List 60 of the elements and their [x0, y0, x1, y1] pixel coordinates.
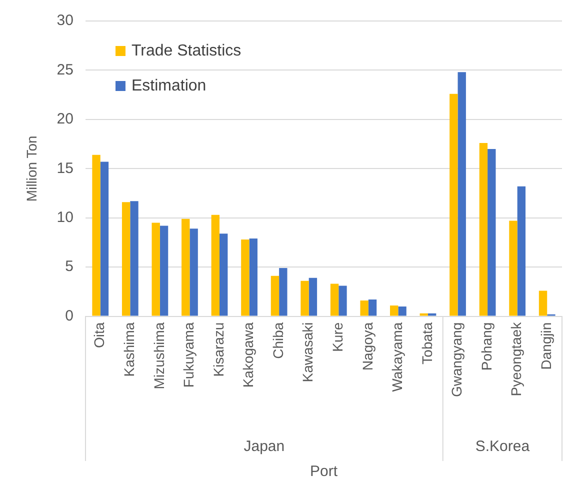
bar: [330, 284, 339, 316]
bar: [450, 94, 458, 316]
x-tick-label: Kure: [329, 322, 346, 352]
bar: [241, 240, 250, 316]
x-tick-label: Tobata: [418, 322, 435, 364]
bar: [92, 154, 100, 316]
bar: [249, 238, 258, 316]
text: Japan: [244, 438, 285, 456]
bar: [420, 313, 428, 316]
bar: [190, 228, 198, 316]
x-tick-label: Wakayama: [389, 322, 406, 392]
text: S.Korea: [475, 438, 530, 456]
y-tick-label: 20: [56, 110, 74, 128]
y-tick-label: 15: [56, 160, 74, 177]
x-tick-label: Gwangyang: [448, 322, 465, 397]
bar: [279, 268, 288, 316]
legend-label: Trade Statistics: [131, 42, 242, 60]
bar: [300, 280, 309, 316]
bar: [211, 214, 220, 316]
bar: [308, 278, 318, 316]
x-tick-label: Pohang: [478, 322, 494, 371]
x-tick-label: Oita: [91, 322, 108, 348]
bar: [398, 306, 406, 316]
x-tick-label: Kisarazu: [210, 322, 226, 377]
bar: [100, 162, 109, 316]
x-tick-label: Kakogawa: [240, 322, 256, 388]
x-tick-label: Nagoya: [359, 322, 376, 371]
bar: [509, 220, 518, 316]
bar: [428, 313, 436, 316]
bar: [538, 290, 548, 316]
x-tick-label: Mizushima: [150, 322, 167, 390]
x-tick-label: Kashima: [121, 322, 138, 377]
y-tick-label: 5: [65, 258, 74, 276]
bar: [270, 276, 280, 316]
x-tick-label: Chiba: [270, 322, 286, 359]
bar: [368, 300, 377, 316]
y-tick-label: 30: [56, 12, 74, 30]
y-axis-title: Million Ton: [23, 136, 40, 202]
y-tick-label: 0: [65, 307, 74, 324]
bar: [220, 234, 228, 316]
bar: [488, 148, 496, 316]
bar: [130, 201, 138, 316]
bar: [360, 300, 368, 316]
bar: [338, 286, 347, 316]
bar: [517, 186, 526, 316]
x-tick-label: Pyeongtaek: [508, 321, 524, 396]
bar: [160, 226, 168, 316]
x-tick-label: Dangjin: [538, 322, 554, 370]
legend-label: Estimation: [131, 77, 206, 94]
bar: [182, 218, 190, 316]
bar: [479, 143, 488, 316]
bar: [122, 202, 130, 316]
bar: [390, 305, 398, 316]
bar: [152, 222, 160, 316]
x-axis-title: Port: [310, 463, 338, 480]
y-tick-label: 25: [56, 61, 74, 78]
y-tick-label: 10: [56, 208, 74, 226]
x-tick-label: Kawasaki: [300, 322, 316, 382]
x-tick-label: Fukuyama: [180, 322, 197, 388]
bar: [458, 72, 466, 316]
